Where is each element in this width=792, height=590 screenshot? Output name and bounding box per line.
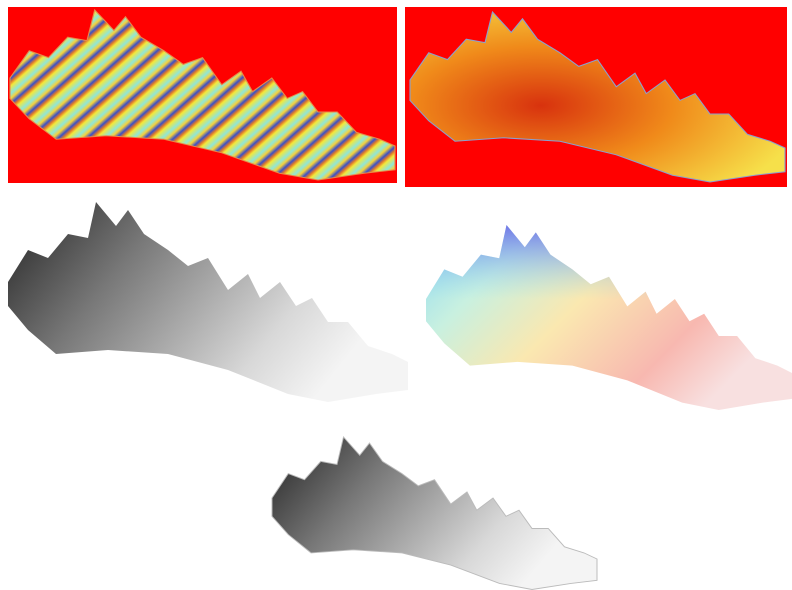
panel-elevation-filtered — [272, 437, 597, 590]
panel-elevation-gray — [8, 202, 408, 402]
panel-aspect — [8, 7, 397, 183]
terrain — [8, 202, 408, 402]
terrain-peaks — [426, 225, 792, 410]
page — [0, 0, 792, 590]
terrain-figure — [0, 0, 792, 590]
panel-elevation-color — [426, 225, 792, 410]
terrain — [272, 437, 597, 590]
panel-slope — [405, 7, 787, 187]
